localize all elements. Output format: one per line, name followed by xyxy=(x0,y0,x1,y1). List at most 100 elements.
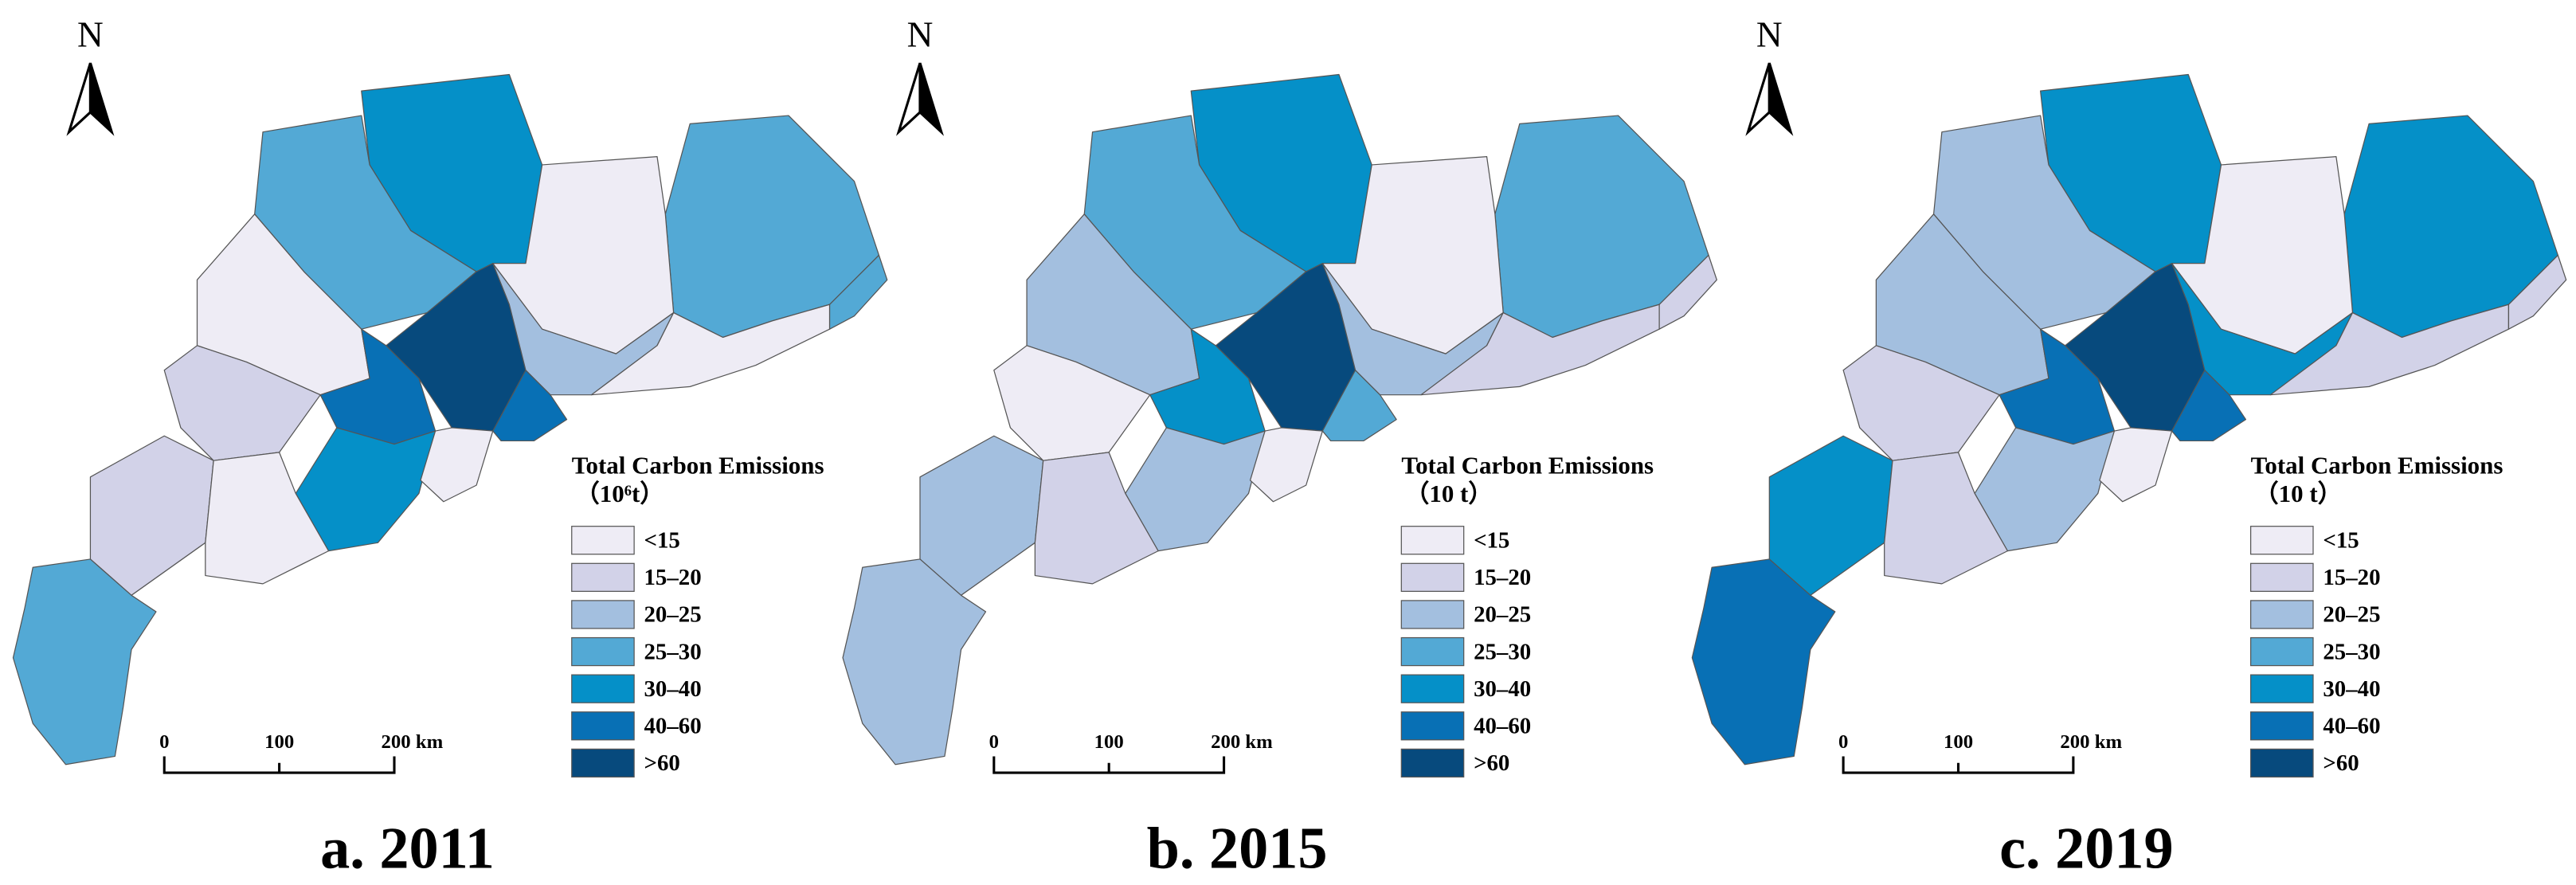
legend-label: <15 xyxy=(2323,528,2359,554)
north-arrow xyxy=(896,62,922,136)
legend-swatch xyxy=(2250,674,2314,703)
legend-swatch xyxy=(571,636,635,667)
region xyxy=(2507,254,2567,330)
region xyxy=(1768,435,1893,596)
legend-swatch xyxy=(571,711,635,741)
legend-label: 15–20 xyxy=(1474,565,1531,590)
north-label: N xyxy=(77,14,104,54)
north-label: N xyxy=(1756,14,1783,54)
scale-label: 200 km xyxy=(382,731,444,753)
legend-label: 30–40 xyxy=(644,676,702,702)
region xyxy=(993,345,1151,461)
legend-swatch xyxy=(1400,711,1465,741)
region xyxy=(89,435,214,596)
scale-bar xyxy=(992,756,1226,774)
scale-label: 200 km xyxy=(2060,731,2122,753)
legend-swatch xyxy=(2250,636,2314,667)
legend-swatch xyxy=(571,526,635,555)
legend-label: 40–60 xyxy=(1474,714,1531,739)
legend-swatch xyxy=(1400,636,1465,667)
legend-label: <15 xyxy=(644,528,680,554)
legend-swatch xyxy=(2250,526,2314,555)
legend-title: Total Carbon Emissions xyxy=(572,452,824,480)
scale-label: 0 xyxy=(159,731,169,753)
legend-swatch xyxy=(571,674,635,703)
region xyxy=(492,370,568,442)
legend-swatch xyxy=(2250,711,2314,741)
north-arrow xyxy=(66,62,92,136)
legend-swatch xyxy=(2250,748,2314,778)
legend-label: <15 xyxy=(1474,528,1509,554)
region xyxy=(1321,370,1397,442)
scale-bar xyxy=(162,756,396,774)
legend-swatch xyxy=(571,562,635,592)
scale-label: 0 xyxy=(1838,731,1848,753)
legend-unit: （10 t） xyxy=(1404,480,1493,507)
region xyxy=(1658,254,1717,330)
legend-label: >60 xyxy=(644,750,680,776)
legend-label: 30–40 xyxy=(2323,676,2380,702)
legend-swatch xyxy=(1400,674,1465,703)
region xyxy=(919,435,1044,596)
region xyxy=(1249,427,1323,503)
region xyxy=(163,345,321,461)
legend-swatch xyxy=(1400,600,1465,629)
legend-swatch xyxy=(571,748,635,778)
scale-label: 200 km xyxy=(1211,731,1273,753)
region xyxy=(420,427,494,503)
legend-swatch xyxy=(1400,526,1465,555)
legend-title: Total Carbon Emissions xyxy=(2251,452,2504,480)
legend-swatch xyxy=(2250,600,2314,629)
legend-title: Total Carbon Emissions xyxy=(1401,452,1654,480)
panel-title: b. 2015 xyxy=(1147,816,1328,882)
scale-label: 100 xyxy=(264,731,294,753)
north-arrow xyxy=(918,62,944,136)
legend-label: 30–40 xyxy=(1474,676,1531,702)
legend-swatch xyxy=(2250,562,2314,592)
legend-label: 15–20 xyxy=(644,565,702,590)
legend-label: 25–30 xyxy=(1474,639,1531,664)
panel-title: c. 2019 xyxy=(1999,816,2174,882)
region xyxy=(2171,370,2247,442)
region xyxy=(1034,452,1159,585)
map-panel: N Total Carbon Emissions（10 t） <15 15–20 20–… xyxy=(1691,14,2567,882)
legend-label: >60 xyxy=(1474,750,1509,776)
north-arrow xyxy=(1745,62,1771,136)
region xyxy=(828,254,888,330)
legend-label: 15–20 xyxy=(2323,565,2380,590)
legend-swatch xyxy=(571,600,635,629)
north-arrow xyxy=(88,62,115,136)
region xyxy=(1420,303,1660,396)
region xyxy=(1842,345,2000,461)
scale-label: 100 xyxy=(1944,731,1973,753)
legend-swatch xyxy=(1400,748,1465,778)
north-arrow xyxy=(1768,62,1794,136)
legend-label: 40–60 xyxy=(644,714,702,739)
map-panel: N Total Carbon Emissions（10⁶t） <15 15–20 20–… xyxy=(12,14,888,882)
region xyxy=(2269,303,2510,396)
legend-swatch xyxy=(1400,562,1465,592)
legend-label: 25–30 xyxy=(2323,639,2380,664)
region xyxy=(1884,452,2008,585)
legend-unit: （10 t） xyxy=(2254,480,2343,507)
region xyxy=(205,452,330,585)
panel-title: a. 2011 xyxy=(320,816,495,882)
region xyxy=(842,558,987,766)
scale-bar xyxy=(1842,756,2075,774)
region xyxy=(1691,558,1836,766)
map-panel: N Total Carbon Emissions（10 t） <15 15–20 20–… xyxy=(842,14,1717,882)
legend-unit: （10⁶t） xyxy=(575,480,664,507)
north-label: N xyxy=(907,14,934,54)
region xyxy=(590,303,831,396)
legend-label: 20–25 xyxy=(2323,602,2380,628)
region xyxy=(2099,427,2173,503)
scale-label: 100 xyxy=(1094,731,1124,753)
legend-label: >60 xyxy=(2323,750,2359,776)
legend-label: 20–25 xyxy=(1474,602,1531,628)
legend-label: 25–30 xyxy=(644,639,702,664)
legend-label: 20–25 xyxy=(644,602,702,628)
scale-label: 0 xyxy=(989,731,999,753)
region xyxy=(12,558,157,766)
legend-label: 40–60 xyxy=(2323,714,2380,739)
